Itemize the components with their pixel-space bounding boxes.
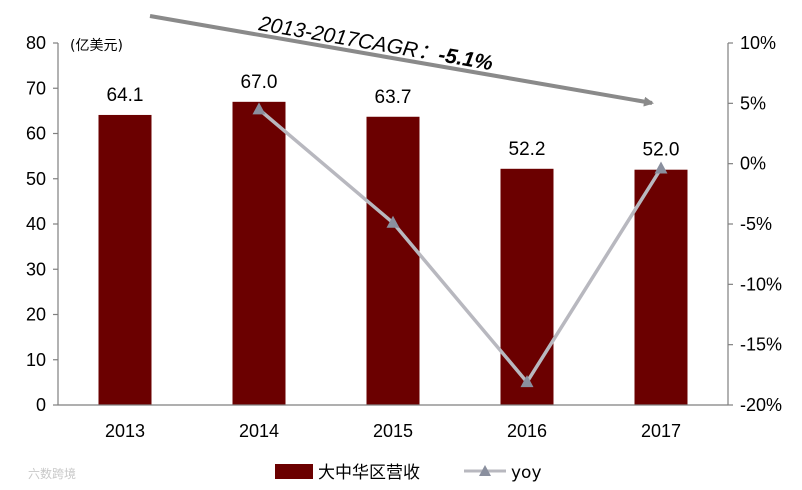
left-tick-label: 40 (26, 214, 46, 234)
data-labels: 64.1 67.0 63.7 52.2 52.0 (107, 72, 680, 161)
x-tick-label: 2017 (641, 421, 681, 441)
yoy-marker (520, 375, 534, 388)
bar-data-label: 67.0 (241, 72, 278, 93)
legend-label-bar: 大中华区营收 (318, 463, 420, 483)
left-tick-label: 60 (26, 124, 46, 144)
bar-series (98, 101, 688, 405)
yoy-marker (252, 102, 266, 115)
right-tick-label: -15% (740, 335, 782, 355)
yoy-marker (654, 161, 668, 174)
yoy-series (252, 102, 668, 388)
legend-label-line: yoy (511, 463, 542, 483)
bar-data-label: 52.0 (643, 140, 680, 161)
yoy-marker (386, 215, 400, 228)
x-tick-label: 2014 (239, 421, 279, 441)
yoy-line (257, 108, 663, 384)
legend: 大中华区营收 yoy (275, 463, 542, 483)
bar (232, 101, 286, 405)
x-tick-label: 2015 (373, 421, 413, 441)
cagr-annotation: 2013-2017CAGR：-5.1% (256, 12, 495, 75)
bar (634, 169, 688, 405)
legend-swatch-bar (275, 464, 313, 479)
right-tick-label: 10% (740, 33, 776, 53)
left-tick-label: 0 (36, 395, 46, 415)
left-tick-label: 70 (26, 78, 46, 98)
bar-data-label: 52.2 (509, 139, 546, 160)
right-tick-label: 5% (740, 93, 766, 113)
left-tick-label: 80 (26, 33, 46, 53)
left-axis-unit: (亿美元) (70, 38, 123, 54)
right-tick-label: 0% (740, 154, 766, 174)
cagr-value: -5.1% (437, 43, 495, 75)
x-axis-ticks: 2013 2014 2015 2016 2017 (105, 421, 681, 441)
right-tick-label: -10% (740, 274, 782, 294)
bar (366, 116, 420, 405)
right-tick-label: -5% (740, 214, 772, 234)
left-tick-label: 30 (26, 259, 46, 279)
left-tick-label: 10 (26, 350, 46, 370)
left-tick-label: 20 (26, 305, 46, 325)
right-axis-ticks: -20% -15% -10% -5% 0% 5% 10% (728, 33, 782, 415)
watermark: 六数跨境 (28, 466, 76, 481)
bar (98, 114, 152, 405)
right-tick-label: -20% (740, 395, 782, 415)
legend-swatch-marker (479, 465, 491, 476)
left-tick-label: 50 (26, 169, 46, 189)
x-tick-label: 2013 (105, 421, 145, 441)
bar-data-label: 63.7 (375, 87, 412, 108)
left-axis-ticks: 0 10 20 30 40 50 60 70 80 (26, 33, 58, 415)
cagr-arrow (149, 14, 654, 107)
bar (500, 168, 554, 405)
bar-data-label: 64.1 (107, 85, 144, 106)
cagr-prefix: 2013-2017CAGR： (256, 12, 440, 66)
x-tick-label: 2016 (507, 421, 547, 441)
